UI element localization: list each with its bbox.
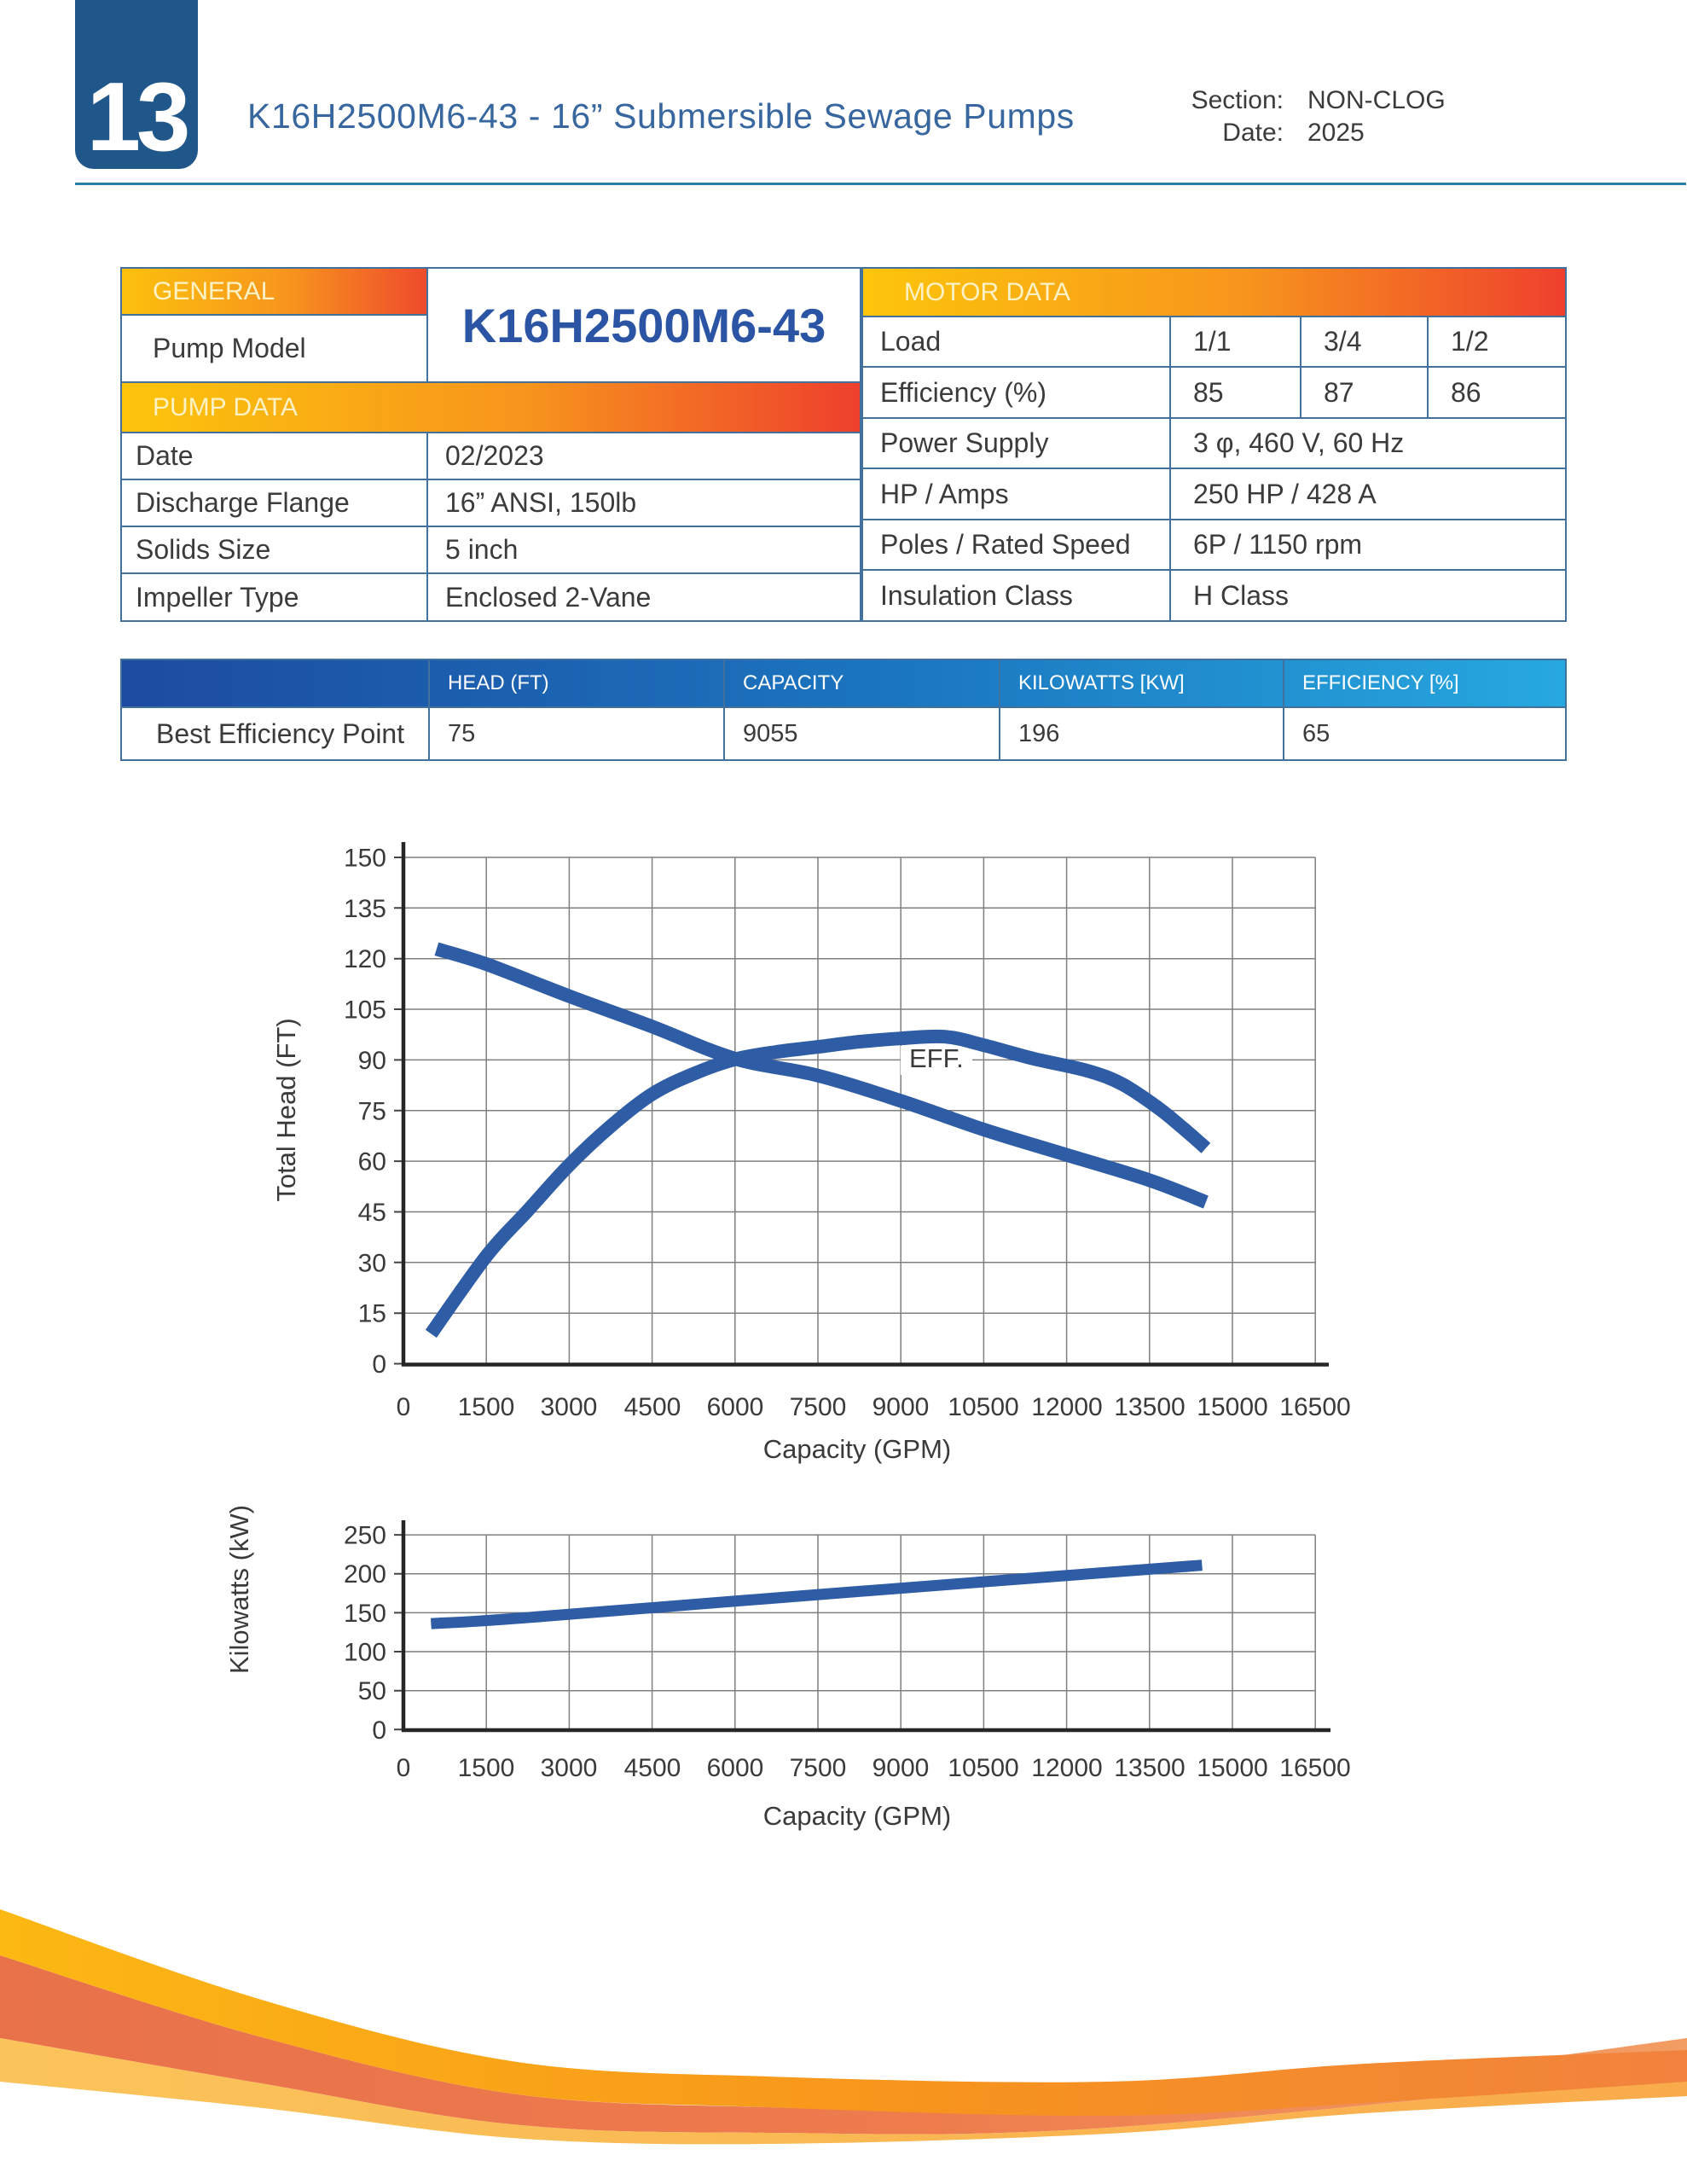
svg-text:1500: 1500 [458,1754,515,1782]
svg-text:15: 15 [358,1300,386,1328]
svg-text:105: 105 [344,996,386,1025]
svg-text:16500: 16500 [1279,1393,1350,1421]
svg-text:3000: 3000 [541,1754,598,1782]
svg-text:16500: 16500 [1279,1754,1350,1782]
svg-text:60: 60 [358,1148,386,1176]
svg-text:3000: 3000 [541,1393,598,1421]
svg-text:9000: 9000 [872,1393,930,1421]
svg-text:120: 120 [344,945,386,973]
svg-text:150: 150 [344,845,386,873]
svg-text:6000: 6000 [707,1754,764,1782]
svg-text:30: 30 [358,1249,386,1277]
svg-text:15000: 15000 [1197,1754,1267,1782]
svg-text:10500: 10500 [948,1393,1018,1421]
svg-text:75: 75 [358,1097,386,1125]
svg-text:7500: 7500 [790,1754,847,1782]
svg-text:4500: 4500 [624,1393,681,1421]
svg-text:0: 0 [397,1393,411,1421]
svg-text:12000: 12000 [1031,1393,1102,1421]
svg-text:Total Head (FT): Total Head (FT) [271,1018,301,1201]
svg-text:EFF.: EFF. [909,1043,964,1073]
svg-text:Capacity (GPM): Capacity (GPM) [763,1434,951,1464]
svg-text:6000: 6000 [707,1393,764,1421]
svg-text:0: 0 [397,1754,411,1782]
svg-text:7500: 7500 [790,1393,847,1421]
svg-text:150: 150 [344,1600,386,1628]
svg-text:Kilowatts (kW): Kilowatts (kW) [224,1505,254,1674]
svg-text:0: 0 [372,1716,386,1745]
svg-text:13500: 13500 [1114,1393,1185,1421]
svg-text:100: 100 [344,1639,386,1667]
svg-text:9000: 9000 [872,1754,930,1782]
svg-text:1500: 1500 [458,1393,515,1421]
svg-text:Capacity (GPM): Capacity (GPM) [763,1801,951,1831]
svg-text:4500: 4500 [624,1754,681,1782]
svg-text:13500: 13500 [1114,1754,1185,1782]
svg-text:0: 0 [372,1350,386,1379]
svg-text:15000: 15000 [1197,1393,1267,1421]
svg-text:135: 135 [344,895,386,923]
svg-text:250: 250 [344,1522,386,1550]
svg-text:10500: 10500 [948,1754,1018,1782]
svg-text:45: 45 [358,1199,386,1227]
svg-text:12000: 12000 [1031,1754,1102,1782]
svg-text:90: 90 [358,1047,386,1075]
svg-text:200: 200 [344,1560,386,1589]
svg-text:50: 50 [358,1677,386,1705]
